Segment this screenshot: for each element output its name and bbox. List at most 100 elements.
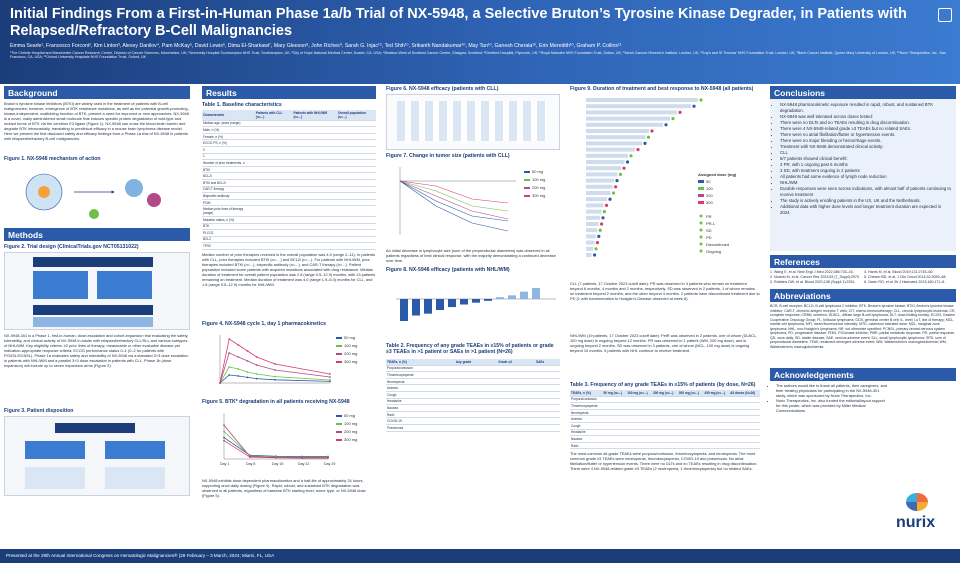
table-2-row: COVID-19 bbox=[386, 417, 560, 425]
pk-point bbox=[329, 378, 331, 381]
table-3-header: 200 mg (n=...) bbox=[651, 390, 678, 397]
table-cell: Rash bbox=[386, 411, 455, 419]
table-1-row: PLCG2 bbox=[202, 229, 376, 237]
table-cell: Rash bbox=[570, 442, 603, 450]
phase1a-box bbox=[33, 257, 153, 267]
pk-point bbox=[237, 367, 240, 370]
legend-swatch bbox=[336, 438, 342, 441]
table-1-row: TP53 bbox=[202, 242, 376, 250]
pk-point bbox=[246, 349, 249, 352]
conclusion-item: NX-5948 pharmacokinetic exposure resulte… bbox=[780, 102, 952, 114]
response-marker bbox=[602, 210, 606, 214]
conclusion-item: There were no atrial fibrillation/flutte… bbox=[780, 132, 952, 138]
table-cell bbox=[535, 371, 560, 379]
table-1-row: BCL2 bbox=[202, 236, 376, 244]
table-cell bbox=[292, 242, 337, 250]
table-cell bbox=[602, 429, 627, 437]
table-cell bbox=[292, 133, 337, 141]
table-1-row: Female, n (%) bbox=[202, 133, 376, 141]
table-cell bbox=[626, 422, 652, 430]
figure-5-title: Figure 5. BTK* degradation in all patien… bbox=[202, 398, 350, 405]
pk-point bbox=[246, 359, 249, 362]
references-left: 1. Wang E, et al. New Engl J Med 2022;38… bbox=[770, 270, 860, 285]
pk-point bbox=[228, 373, 231, 376]
legend-label: 300 bbox=[706, 200, 713, 205]
conclusion-item: 3 SD, with treatment ongoing in 2 patien… bbox=[780, 168, 952, 174]
figure-6-title: Figure 6. NX-5948 efficacy (patients wit… bbox=[386, 86, 499, 92]
table-cell: BTK bbox=[202, 223, 255, 231]
legend-label: 300 mg bbox=[532, 193, 545, 198]
reference-item: 1. Wang E, et al. New Engl J Med 2022;38… bbox=[770, 270, 854, 274]
conclusion-item: 6/7 patients showed clinical benefit: bbox=[780, 156, 952, 162]
table-cell bbox=[336, 223, 376, 231]
table-cell bbox=[677, 409, 704, 417]
table-cell bbox=[729, 422, 760, 430]
conclusion-item: The study is actively enrolling patients… bbox=[780, 198, 952, 204]
table-cell bbox=[254, 236, 293, 244]
table-cell: COVID-19 bbox=[386, 417, 455, 425]
table-cell bbox=[703, 402, 730, 410]
figure-3-title: Figure 3. Patient disposition bbox=[4, 408, 74, 414]
table-cell bbox=[454, 365, 498, 373]
table-cell bbox=[729, 435, 760, 443]
conclusion-item: There were no major bleeding or hemorrha… bbox=[780, 138, 952, 144]
tumor-size-line bbox=[399, 180, 509, 222]
table-1-row: PI3Ki bbox=[202, 199, 376, 207]
table-cell: BCL2i bbox=[202, 172, 255, 180]
table-cell bbox=[254, 146, 293, 154]
table-cell bbox=[626, 396, 652, 404]
acknowledgement-item: The authors would like to thank all pati… bbox=[776, 383, 888, 398]
table-cell bbox=[292, 159, 337, 167]
table-1-row: 0 bbox=[202, 146, 376, 154]
table-cell bbox=[729, 409, 760, 417]
swimmer-bar bbox=[586, 172, 618, 177]
table-3-row: Neutropenia bbox=[570, 409, 760, 417]
table-cell bbox=[602, 415, 627, 423]
table-cell bbox=[703, 435, 730, 443]
legend-swatch bbox=[524, 179, 530, 181]
table-cell: Pneumonia bbox=[386, 424, 455, 432]
legend-swatch bbox=[336, 414, 342, 417]
table-cell bbox=[497, 417, 535, 425]
swimmer-bar bbox=[586, 228, 598, 233]
legend-marker bbox=[699, 249, 703, 253]
figure-9-title: Figure 9. Duration of treatment and best… bbox=[570, 86, 754, 92]
table-cell bbox=[497, 365, 535, 373]
poster-header: Initial Findings From a First-in-Human P… bbox=[0, 0, 960, 84]
table-cell bbox=[254, 139, 293, 147]
x-tick-label: Day 1 bbox=[220, 462, 229, 466]
conclusion-item: NX-5948 was well tolerated across doses … bbox=[780, 114, 952, 120]
legend-label: 200 bbox=[706, 193, 713, 198]
table-cell bbox=[336, 153, 376, 161]
table-cell bbox=[651, 422, 678, 430]
table-cell bbox=[336, 166, 376, 174]
waterfall-bar bbox=[472, 299, 480, 303]
legend-swatch bbox=[336, 352, 342, 355]
response-marker bbox=[597, 234, 601, 238]
background-text: Bruton's tyrosine kinase inhibitors (BTK… bbox=[4, 101, 189, 141]
pk-point bbox=[255, 377, 258, 380]
table-cell bbox=[729, 402, 760, 410]
abbreviations-heading: Abbreviations bbox=[770, 289, 956, 302]
table-cell bbox=[497, 424, 535, 432]
teae-frequency-table: TEAEs, n (%) Any grade Grade ≥3 SAEs Pur… bbox=[386, 359, 560, 432]
pk-point bbox=[237, 343, 240, 346]
x-tick-label: Day 22 bbox=[298, 462, 309, 466]
table-cell bbox=[454, 411, 498, 419]
swimmer-bar bbox=[586, 203, 604, 208]
response-marker bbox=[611, 191, 616, 195]
table-1-header: Characteristic bbox=[202, 110, 255, 121]
swimmer-bar bbox=[586, 147, 635, 152]
response-marker bbox=[593, 253, 597, 257]
table-cell bbox=[651, 396, 678, 404]
table-cell bbox=[497, 404, 535, 412]
conclusion-item: NHL/WM bbox=[780, 180, 952, 186]
table-cell bbox=[535, 411, 560, 419]
table-cell bbox=[292, 172, 337, 180]
table-cell bbox=[602, 402, 627, 410]
table-cell: Female, n (%) bbox=[202, 133, 255, 141]
figure-5-text: NX-5948 exhibits dose-dependent pharmaco… bbox=[202, 477, 366, 498]
response-marker bbox=[598, 228, 602, 232]
legend-marker bbox=[699, 214, 703, 218]
table-cell: PLCG2 bbox=[202, 229, 255, 237]
